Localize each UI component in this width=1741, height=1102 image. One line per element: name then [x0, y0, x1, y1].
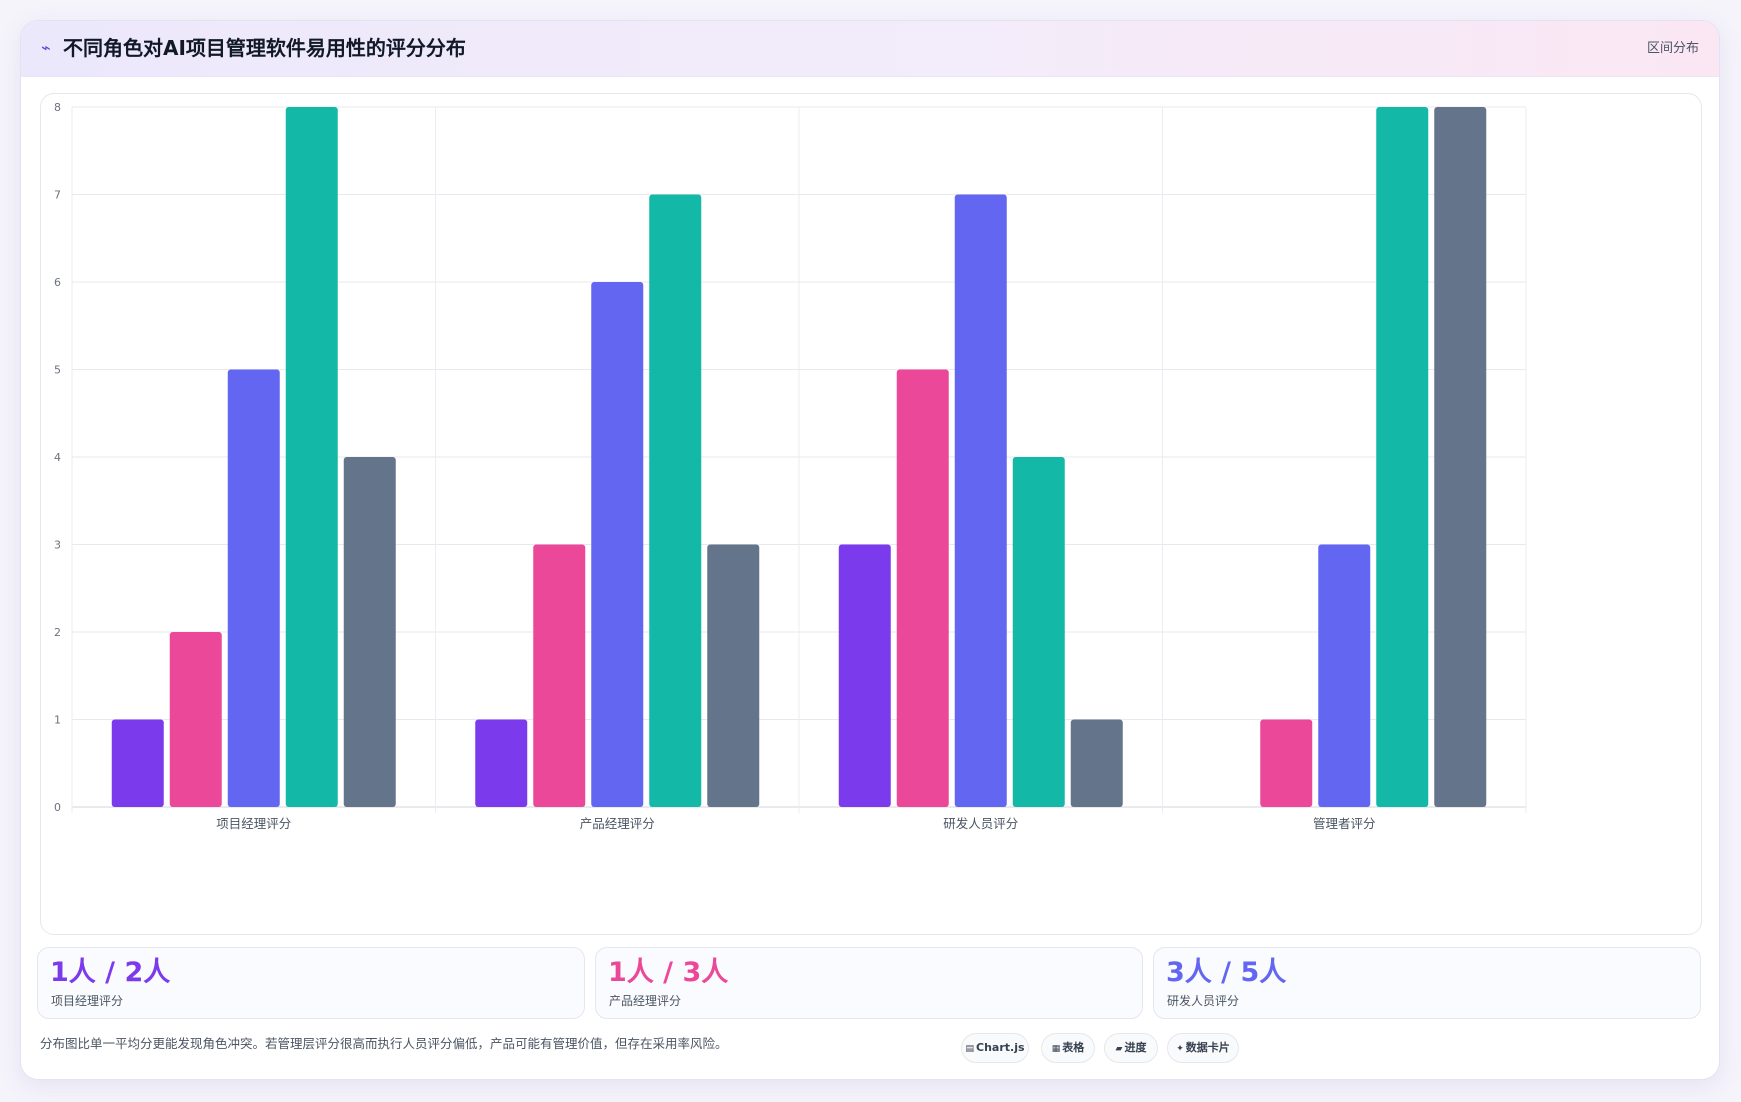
bar-chart: 0 1 2 3 4 5 6 7 8 项目经理评分 产品经理评分 研发人员评分 管理者评分	[54, 101, 1527, 831]
y-tick-label: 2	[54, 626, 61, 639]
progress-icon: ▰	[1115, 1044, 1123, 1054]
stat-label: 项目经理评分	[51, 994, 124, 1008]
y-tick-label: 6	[54, 276, 61, 289]
bar-2-3[interactable]	[1012, 457, 1065, 807]
chart-icon: ▤	[965, 1044, 974, 1054]
y-tick-label: 0	[54, 801, 61, 814]
y-tick-label: 5	[54, 364, 61, 377]
x-tick-label: 研发人员评分	[943, 816, 1018, 831]
tag-label: 数据卡片	[1185, 1041, 1230, 1054]
bar-2-0[interactable]	[838, 544, 891, 808]
stat-card-dev: 3人 / 5人 研发人员评分	[1153, 947, 1701, 1019]
card-icon: ✦	[1176, 1044, 1184, 1054]
bar-2-4[interactable]	[1070, 719, 1123, 808]
tag-label: Chart.js	[976, 1041, 1025, 1054]
tag-data-card[interactable]: ✦ 数据卡片	[1167, 1033, 1239, 1063]
y-tick-label: 8	[54, 101, 61, 114]
bar-0-1[interactable]	[169, 632, 222, 807]
bar-1-3[interactable]	[649, 194, 702, 808]
chart-panel: 0 1 2 3 4 5 6 7 8 项目经理评分 产品经理评分 研发人员评分 管理者评分	[40, 93, 1702, 935]
y-tick-label: 1	[54, 714, 61, 727]
stat-card-product: 1人 / 3人 产品经理评分	[595, 947, 1143, 1019]
tag-label: 表格	[1062, 1041, 1085, 1054]
stat-value: 1人 / 2人	[50, 957, 171, 988]
stat-label: 研发人员评分	[1167, 994, 1240, 1008]
bar-0-3[interactable]	[285, 107, 338, 807]
bar-0-2[interactable]	[227, 369, 280, 808]
tag-label: 进度	[1124, 1041, 1147, 1054]
bar-0-0[interactable]	[111, 719, 164, 808]
chart-trend-icon: ⌁	[41, 38, 51, 57]
card-header: ⌁ 不同角色对AI项目管理软件易用性的评分分布 区间分布	[21, 21, 1719, 77]
tag-table[interactable]: ▦ 表格	[1041, 1033, 1095, 1063]
x-tick-label: 产品经理评分	[580, 816, 655, 831]
stat-value: 3人 / 5人	[1166, 957, 1287, 988]
footnote: 分布图比单一平均分更能发现角色冲突。若管理层评分很高而执行人员评分偏低，产品可能…	[40, 1036, 728, 1051]
bar-3-3[interactable]	[1376, 107, 1429, 807]
stat-label: 产品经理评分	[609, 994, 682, 1008]
bar-0-4[interactable]	[343, 457, 396, 807]
bar-1-2[interactable]	[591, 282, 644, 807]
mode-label: 区间分布	[1646, 41, 1699, 56]
chart-card: ⌁ 不同角色对AI项目管理软件易用性的评分分布 区间分布 0 1 2 3 4 5 6 7 8 项目…	[20, 20, 1720, 1080]
bar-1-0[interactable]	[475, 719, 528, 808]
y-tick-label: 3	[54, 539, 61, 552]
bar-1-4[interactable]	[707, 544, 760, 808]
y-tick-label: 7	[54, 189, 61, 202]
x-tick-label: 项目经理评分	[216, 816, 291, 831]
chart-title: 不同角色对AI项目管理软件易用性的评分分布	[63, 36, 466, 60]
bar-3-1[interactable]	[1260, 719, 1313, 808]
tag-progress[interactable]: ▰ 进度	[1104, 1033, 1158, 1063]
bar-2-2[interactable]	[954, 194, 1007, 808]
x-tick-label: 管理者评分	[1313, 816, 1376, 831]
bar-3-2[interactable]	[1318, 544, 1371, 808]
stat-card-pm: 1人 / 2人 项目经理评分	[37, 947, 585, 1019]
tag-chartjs[interactable]: ▤ Chart.js	[961, 1033, 1029, 1063]
table-icon: ▦	[1051, 1044, 1061, 1054]
bar-1-1[interactable]	[533, 544, 586, 808]
bar-2-1[interactable]	[896, 369, 949, 808]
stat-value: 1人 / 3人	[608, 957, 729, 988]
bar-3-4[interactable]	[1434, 107, 1487, 807]
y-tick-label: 4	[54, 451, 61, 464]
